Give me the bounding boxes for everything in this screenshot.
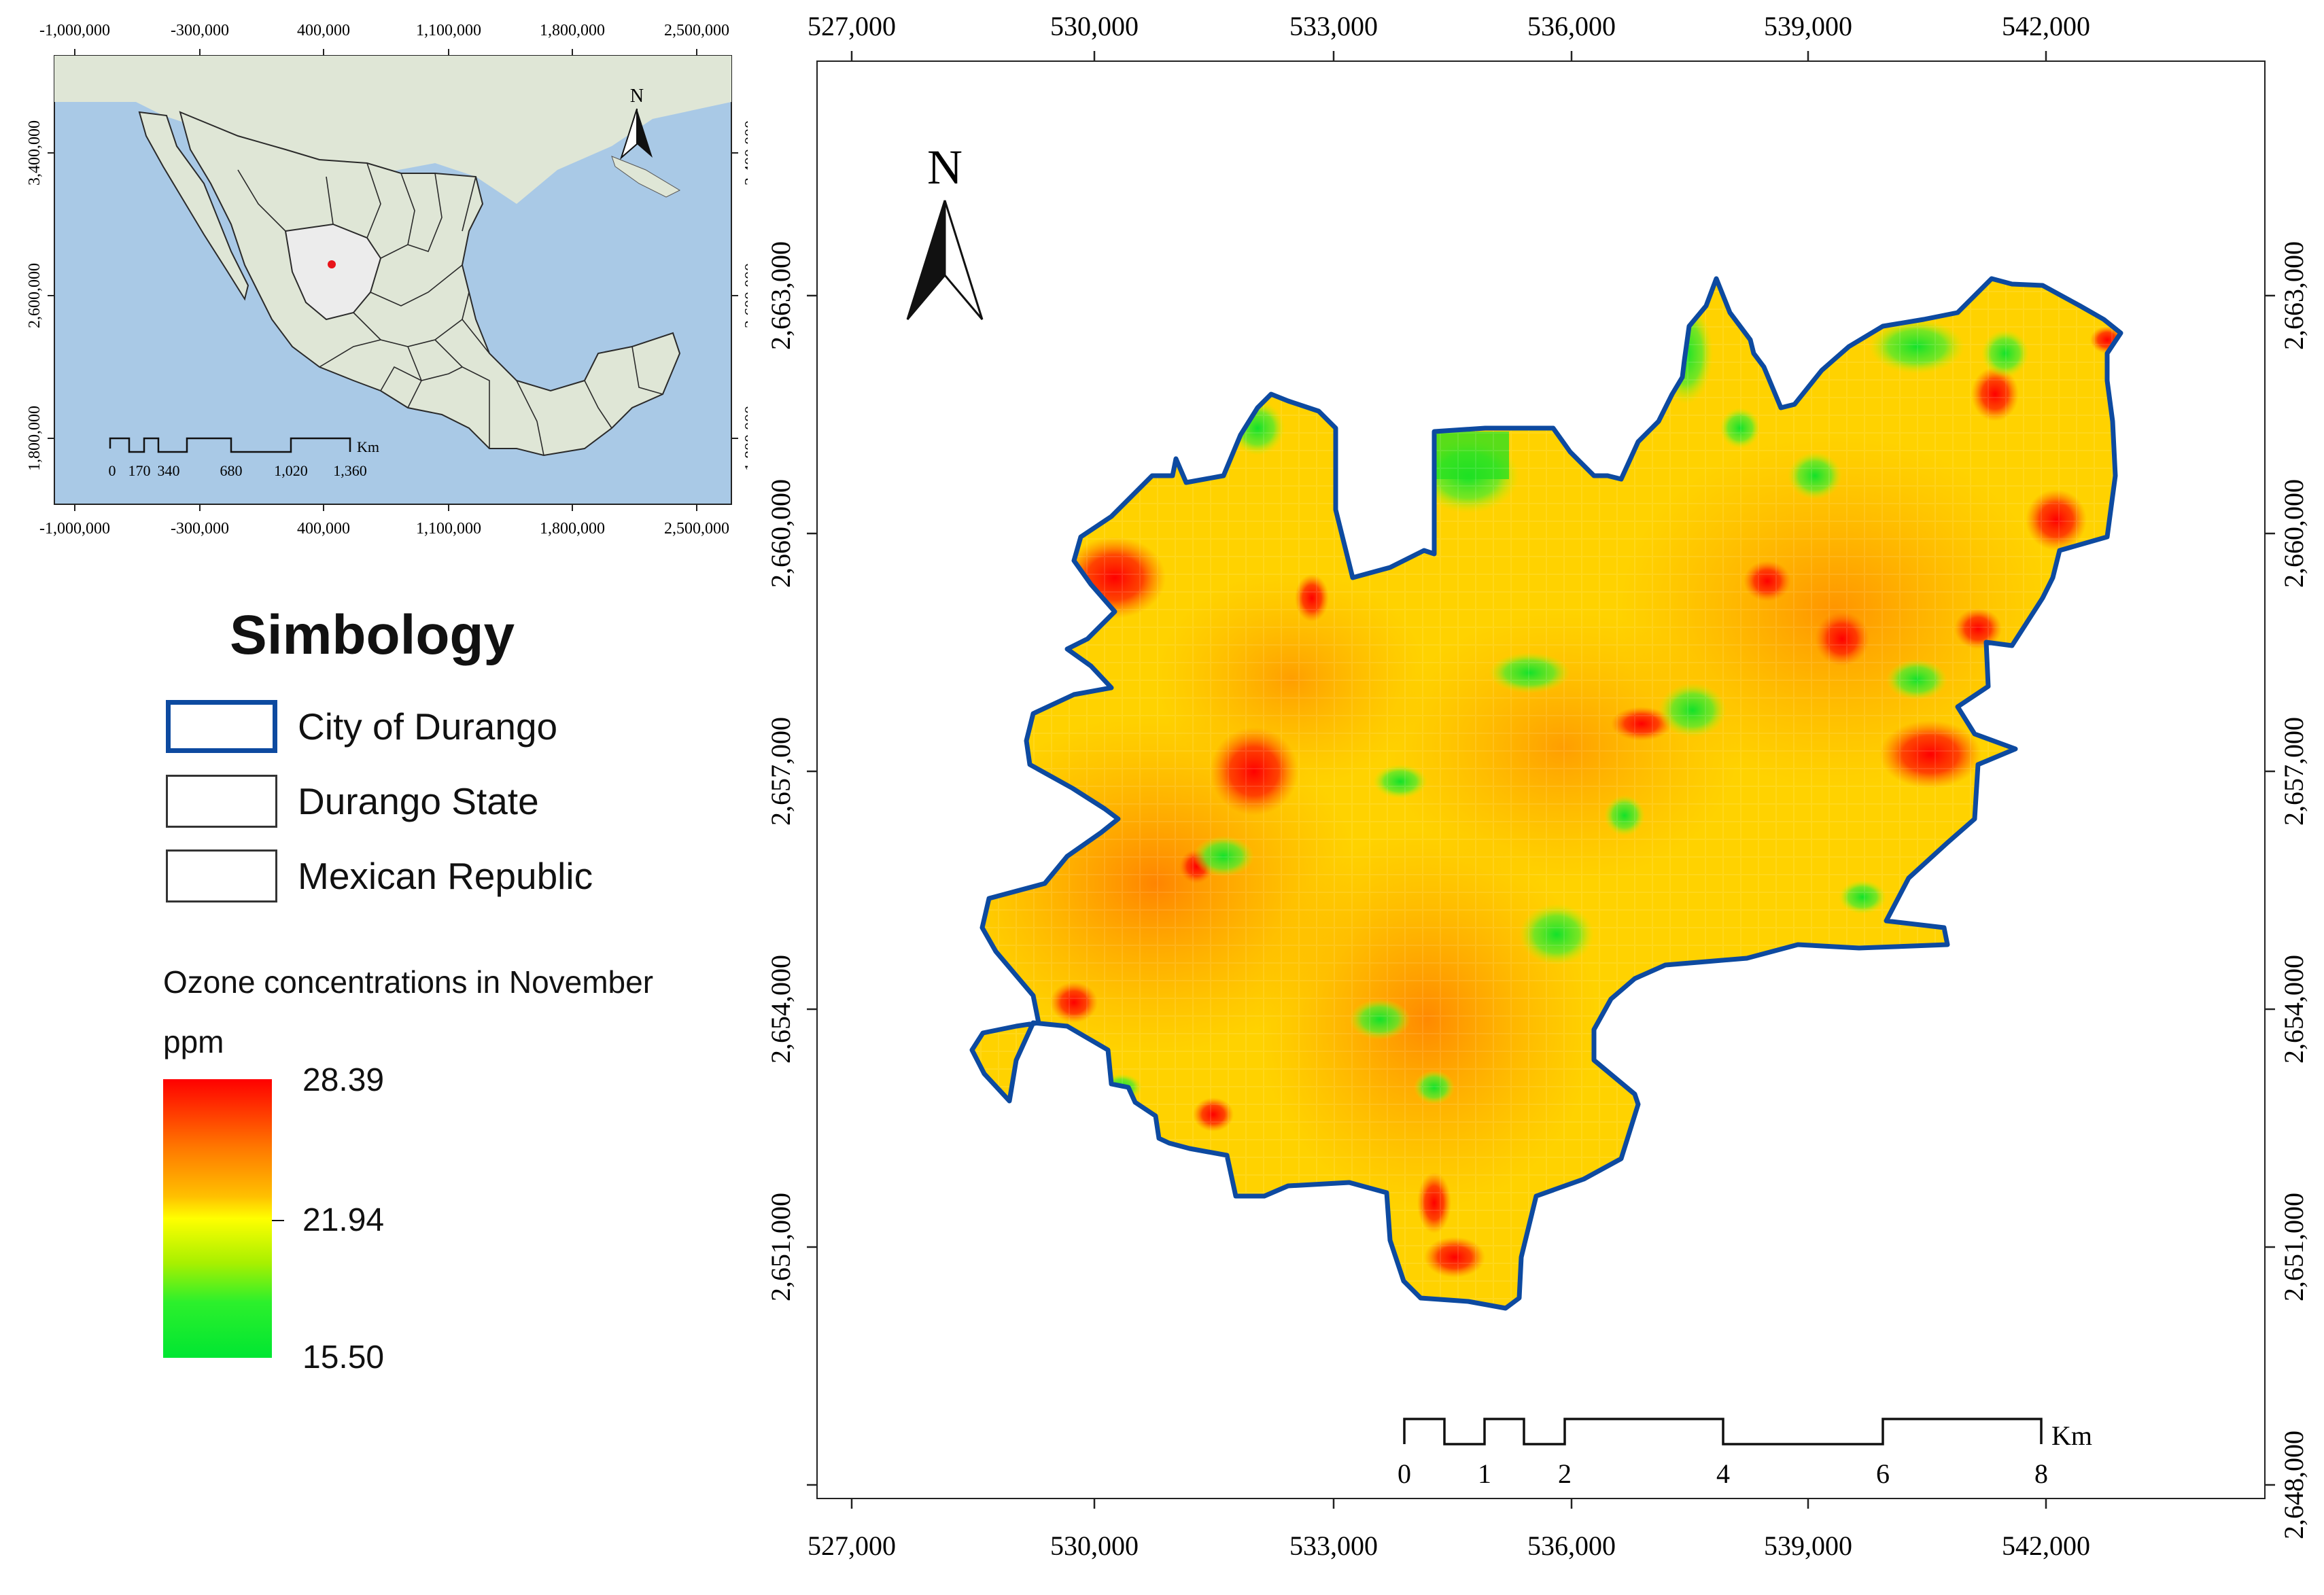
- map-scale-label: 1: [1478, 1458, 1491, 1489]
- inset-baja: [138, 111, 249, 301]
- inset-scale-bar: [109, 437, 351, 453]
- inset-bottom-tick: 2,500,000: [664, 520, 729, 538]
- map-axis-ticks: [807, 51, 2275, 1509]
- map-right-tick: 2,660,000: [2278, 479, 2309, 588]
- inset-left-tick: 2,600,000: [26, 263, 44, 328]
- inset-scale-label: 1,360: [333, 462, 367, 479]
- map-north-arrow: [906, 200, 984, 320]
- map-bottom-tick: 542,000: [2002, 1530, 2090, 1561]
- map-left-tick: 2,657,000: [765, 717, 796, 826]
- map-bottom-tick: 530,000: [1050, 1530, 1139, 1561]
- map-top-tick: 527,000: [808, 11, 896, 41]
- map-top-tick: 539,000: [1764, 11, 1852, 41]
- map-left-tick: 2,660,000: [765, 479, 796, 588]
- inset-left-tick: 1,800,000: [26, 406, 44, 471]
- ozone-color-ramp: [163, 1079, 272, 1358]
- map-right-tick: 2,648,000: [2278, 1431, 2309, 1539]
- map-scale-label: 6: [1876, 1458, 1890, 1489]
- ramp-max-label: 28.39: [302, 1062, 385, 1098]
- inset-island: [611, 156, 681, 198]
- inset-state-borders: [237, 162, 663, 456]
- map-left-tick: 2,654,000: [765, 955, 796, 1064]
- inset-right-tick: 1,800,000: [742, 406, 748, 471]
- legend-item-state: Durango State: [166, 775, 539, 828]
- ozone-legend-title: Ozone concentrations in November: [163, 964, 654, 1000]
- ramp-mid-label: 21.94: [302, 1202, 385, 1238]
- inset-bottom-tick: -1,000,000: [39, 520, 110, 538]
- inset-top-tick: 2,500,000: [664, 22, 729, 39]
- map-right-tick: 2,663,000: [2278, 241, 2309, 350]
- inset-bottom-tick: 1,800,000: [540, 520, 605, 538]
- map-top-tick: 530,000: [1050, 11, 1139, 41]
- map-bottom-tick: 527,000: [808, 1530, 896, 1561]
- inset-scale-label: 0: [109, 462, 116, 479]
- legend-swatch-country: [166, 849, 277, 902]
- map-top-tick: 533,000: [1289, 11, 1378, 41]
- map-scale-unit: Km: [2051, 1420, 2092, 1451]
- map-scale-label: 8: [2034, 1458, 2048, 1489]
- inset-north-land: [54, 56, 731, 204]
- inset-top-tick: 1,100,000: [416, 22, 481, 39]
- legend-swatch-state: [166, 775, 277, 828]
- legend-item-country: Mexican Republic: [166, 849, 593, 902]
- durango-marker: [328, 260, 336, 268]
- inset-right-tick: 3,400,000: [742, 120, 748, 186]
- map-left-tick: 2,651,000: [765, 1193, 796, 1301]
- legend-title: Simbology: [230, 604, 515, 666]
- inset-left-tick: 3,400,000: [26, 120, 44, 186]
- inset-map: N Km 0 170 340 680 1,020 1,360 -1,000,00…: [26, 22, 748, 538]
- map-bottom-tick: 536,000: [1527, 1530, 1616, 1561]
- inset-north-arrow: [619, 108, 653, 160]
- ramp-mid-tick: [272, 1220, 284, 1221]
- inset-mexico: [179, 111, 681, 457]
- inset-scale-unit: Km: [357, 438, 379, 455]
- inset-scale-label: 680: [220, 462, 243, 479]
- map-right-tick: 2,654,000: [2278, 955, 2309, 1064]
- ramp-min-label: 15.50: [302, 1339, 385, 1375]
- map-scale-bar: [1403, 1418, 2043, 1445]
- inset-bottom-tick: -300,000: [171, 520, 229, 538]
- map-scale-label: 0: [1398, 1458, 1411, 1489]
- inset-bottom-tick: 1,100,000: [416, 520, 481, 538]
- ozone-legend-unit: ppm: [163, 1024, 224, 1059]
- map-north-label: N: [927, 140, 962, 194]
- map-bottom-tick: 533,000: [1289, 1530, 1378, 1561]
- map-bottom-tick: 539,000: [1764, 1530, 1852, 1561]
- inset-top-tick: 400,000: [297, 22, 350, 39]
- inset-top-tick: -300,000: [171, 22, 229, 39]
- legend-label: Mexican Republic: [298, 855, 593, 897]
- inset-top-tick: -1,000,000: [39, 22, 110, 39]
- legend-swatch-city: [166, 700, 277, 753]
- inset-ticks: [48, 49, 738, 511]
- inset-right-tick: 2,600,000: [742, 263, 748, 328]
- inset-top-tick: 1,800,000: [540, 22, 605, 39]
- legend-label: Durango State: [298, 780, 539, 822]
- map-scale-label: 4: [1716, 1458, 1730, 1489]
- inset-durango-state: [284, 223, 382, 321]
- inset-scale-label: 340: [158, 462, 180, 479]
- map-scale-label: 2: [1558, 1458, 1572, 1489]
- map-top-tick: 542,000: [2002, 11, 2090, 41]
- main-map: N Km 0 1 2 4 6 8 527,000 530,000 533,000…: [765, 11, 2309, 1561]
- map-left-tick: 2,663,000: [765, 241, 796, 350]
- inset-scale-label: 170: [128, 462, 151, 479]
- inset-scale-label: 1,020: [274, 462, 308, 479]
- legend-item-city: City of Durango: [166, 700, 557, 753]
- map-right-tick: 2,657,000: [2278, 717, 2309, 826]
- legend-label: City of Durango: [298, 705, 558, 748]
- inset-bottom-tick: 400,000: [297, 520, 350, 538]
- map-right-tick: 2,651,000: [2278, 1193, 2309, 1301]
- map-top-tick: 536,000: [1527, 11, 1616, 41]
- inset-north-label: N: [630, 86, 644, 107]
